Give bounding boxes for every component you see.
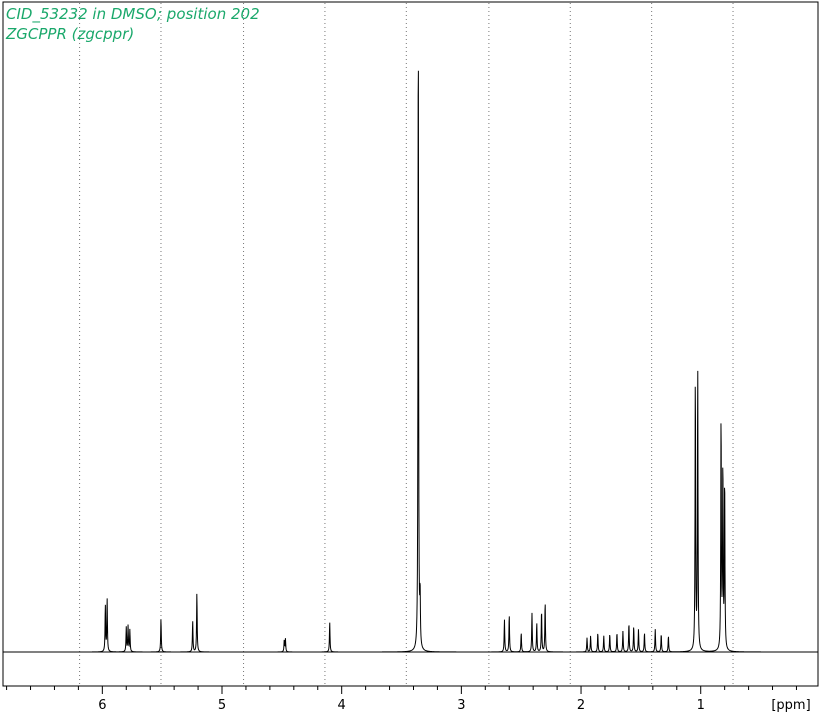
- tick-label-1: 1: [697, 698, 705, 713]
- spectrum-trace: [3, 70, 818, 653]
- spectrum-title-line-1: CID_53232 in DMSO; position 202: [6, 5, 260, 23]
- x-axis-tick-labels: 6 5 4 3 2 1: [98, 698, 705, 713]
- tick-label-6: 6: [98, 698, 106, 713]
- x-axis-ticks: [6, 686, 797, 694]
- tick-label-3: 3: [457, 698, 465, 713]
- tick-label-5: 5: [218, 698, 226, 713]
- x-axis-label: [ppm]: [771, 698, 810, 713]
- plot-frame: [2, 1, 819, 687]
- tick-label-4: 4: [338, 698, 346, 713]
- spectrum-title-line-2: ZGCPPR (zgcppr): [6, 25, 135, 43]
- gridlines: [79, 3, 734, 685]
- tick-label-2: 2: [577, 698, 585, 713]
